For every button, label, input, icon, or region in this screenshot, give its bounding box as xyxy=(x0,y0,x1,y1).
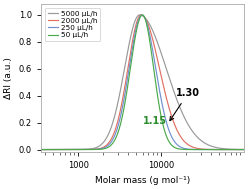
5000 μL/h xyxy=(59,148,62,151)
Line: 50 μL/h: 50 μL/h xyxy=(20,15,248,149)
250 μL/h xyxy=(246,148,248,151)
250 μL/h xyxy=(108,143,111,146)
250 μL/h xyxy=(19,148,22,151)
250 μL/h xyxy=(221,148,224,151)
5000 μL/h xyxy=(118,95,121,97)
5000 μL/h xyxy=(246,148,248,151)
2000 μL/h xyxy=(140,14,143,16)
Line: 2000 μL/h: 2000 μL/h xyxy=(20,15,248,149)
50 μL/h xyxy=(59,148,62,151)
50 μL/h xyxy=(246,148,248,151)
2000 μL/h xyxy=(221,148,224,151)
2000 μL/h xyxy=(246,148,248,151)
Line: 250 μL/h: 250 μL/h xyxy=(20,15,248,149)
50 μL/h xyxy=(118,128,121,130)
5000 μL/h xyxy=(19,148,22,151)
Legend: 5000 μL/h, 2000 μL/h, 250 μL/h, 50 μL/h: 5000 μL/h, 2000 μL/h, 250 μL/h, 50 μL/h xyxy=(45,8,100,41)
Line: 5000 μL/h: 5000 μL/h xyxy=(20,15,248,149)
50 μL/h xyxy=(108,146,111,148)
Text: 1.15: 1.15 xyxy=(143,116,167,126)
2000 μL/h xyxy=(108,141,111,143)
50 μL/h xyxy=(45,148,48,151)
2000 μL/h xyxy=(45,148,48,151)
2000 μL/h xyxy=(19,148,22,151)
5000 μL/h xyxy=(108,131,111,134)
50 μL/h xyxy=(141,14,144,16)
X-axis label: Molar mass (g mol⁻¹): Molar mass (g mol⁻¹) xyxy=(95,176,190,185)
Y-axis label: ΔRI (a.u.): ΔRI (a.u.) xyxy=(4,57,13,99)
2000 μL/h xyxy=(59,148,62,151)
5000 μL/h xyxy=(138,14,141,16)
5000 μL/h xyxy=(45,148,48,151)
5000 μL/h xyxy=(221,147,224,150)
2000 μL/h xyxy=(118,114,121,116)
Text: 1.30: 1.30 xyxy=(170,88,200,121)
50 μL/h xyxy=(221,148,224,151)
250 μL/h xyxy=(118,121,121,123)
250 μL/h xyxy=(59,148,62,151)
250 μL/h xyxy=(140,14,143,16)
250 μL/h xyxy=(45,148,48,151)
50 μL/h xyxy=(19,148,22,151)
